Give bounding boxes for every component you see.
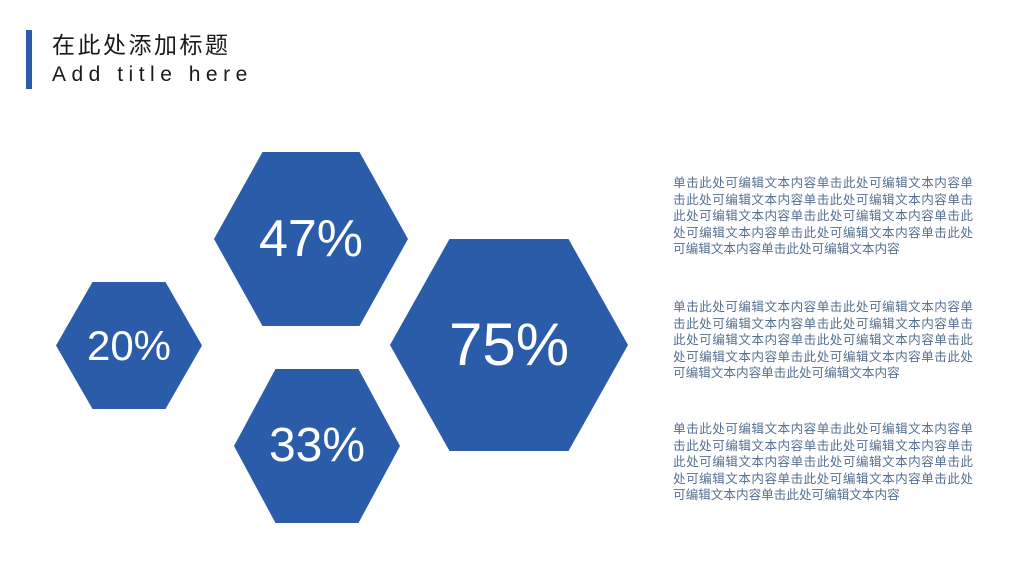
- slide-header: 在此处添加标题 Add title here: [26, 30, 253, 90]
- description-column: 单击此处可编辑文本内容单击此处可编辑文本内容单击此处可编辑文本内容单击此处可编辑…: [673, 175, 973, 504]
- page-title: 在此处添加标题: [52, 32, 231, 58]
- hexagon-stat-label: 20%: [86, 321, 172, 369]
- page-subtitle: Add title here: [52, 63, 253, 87]
- accent-bar: [26, 30, 32, 90]
- hexagon-stat-33[interactable]: 33%: [234, 369, 400, 523]
- hexagon-stat-47[interactable]: 47%: [214, 152, 408, 326]
- hexagon-stat-20[interactable]: 20%: [56, 282, 202, 409]
- hexagon-chart: 20% 47% 33% 75%: [56, 152, 628, 523]
- hexagon-stat-label: 33%: [268, 419, 366, 472]
- hexagon-stat-75[interactable]: 75%: [390, 239, 628, 451]
- description-block[interactable]: 单击此处可编辑文本内容单击此处可编辑文本内容单击此处可编辑文本内容单击此处可编辑…: [673, 176, 973, 257]
- title-group: 在此处添加标题 Add title here: [52, 30, 253, 89]
- hexagon-stat-label: 47%: [258, 210, 364, 268]
- hexagon-stat-label: 75%: [448, 311, 570, 378]
- description-block[interactable]: 单击此处可编辑文本内容单击此处可编辑文本内容单击此处可编辑文本内容单击此处可编辑…: [673, 299, 973, 381]
- description-block[interactable]: 单击此处可编辑文本内容单击此处可编辑文本内容单击此处可编辑文本内容单击此处可编辑…: [673, 421, 973, 503]
